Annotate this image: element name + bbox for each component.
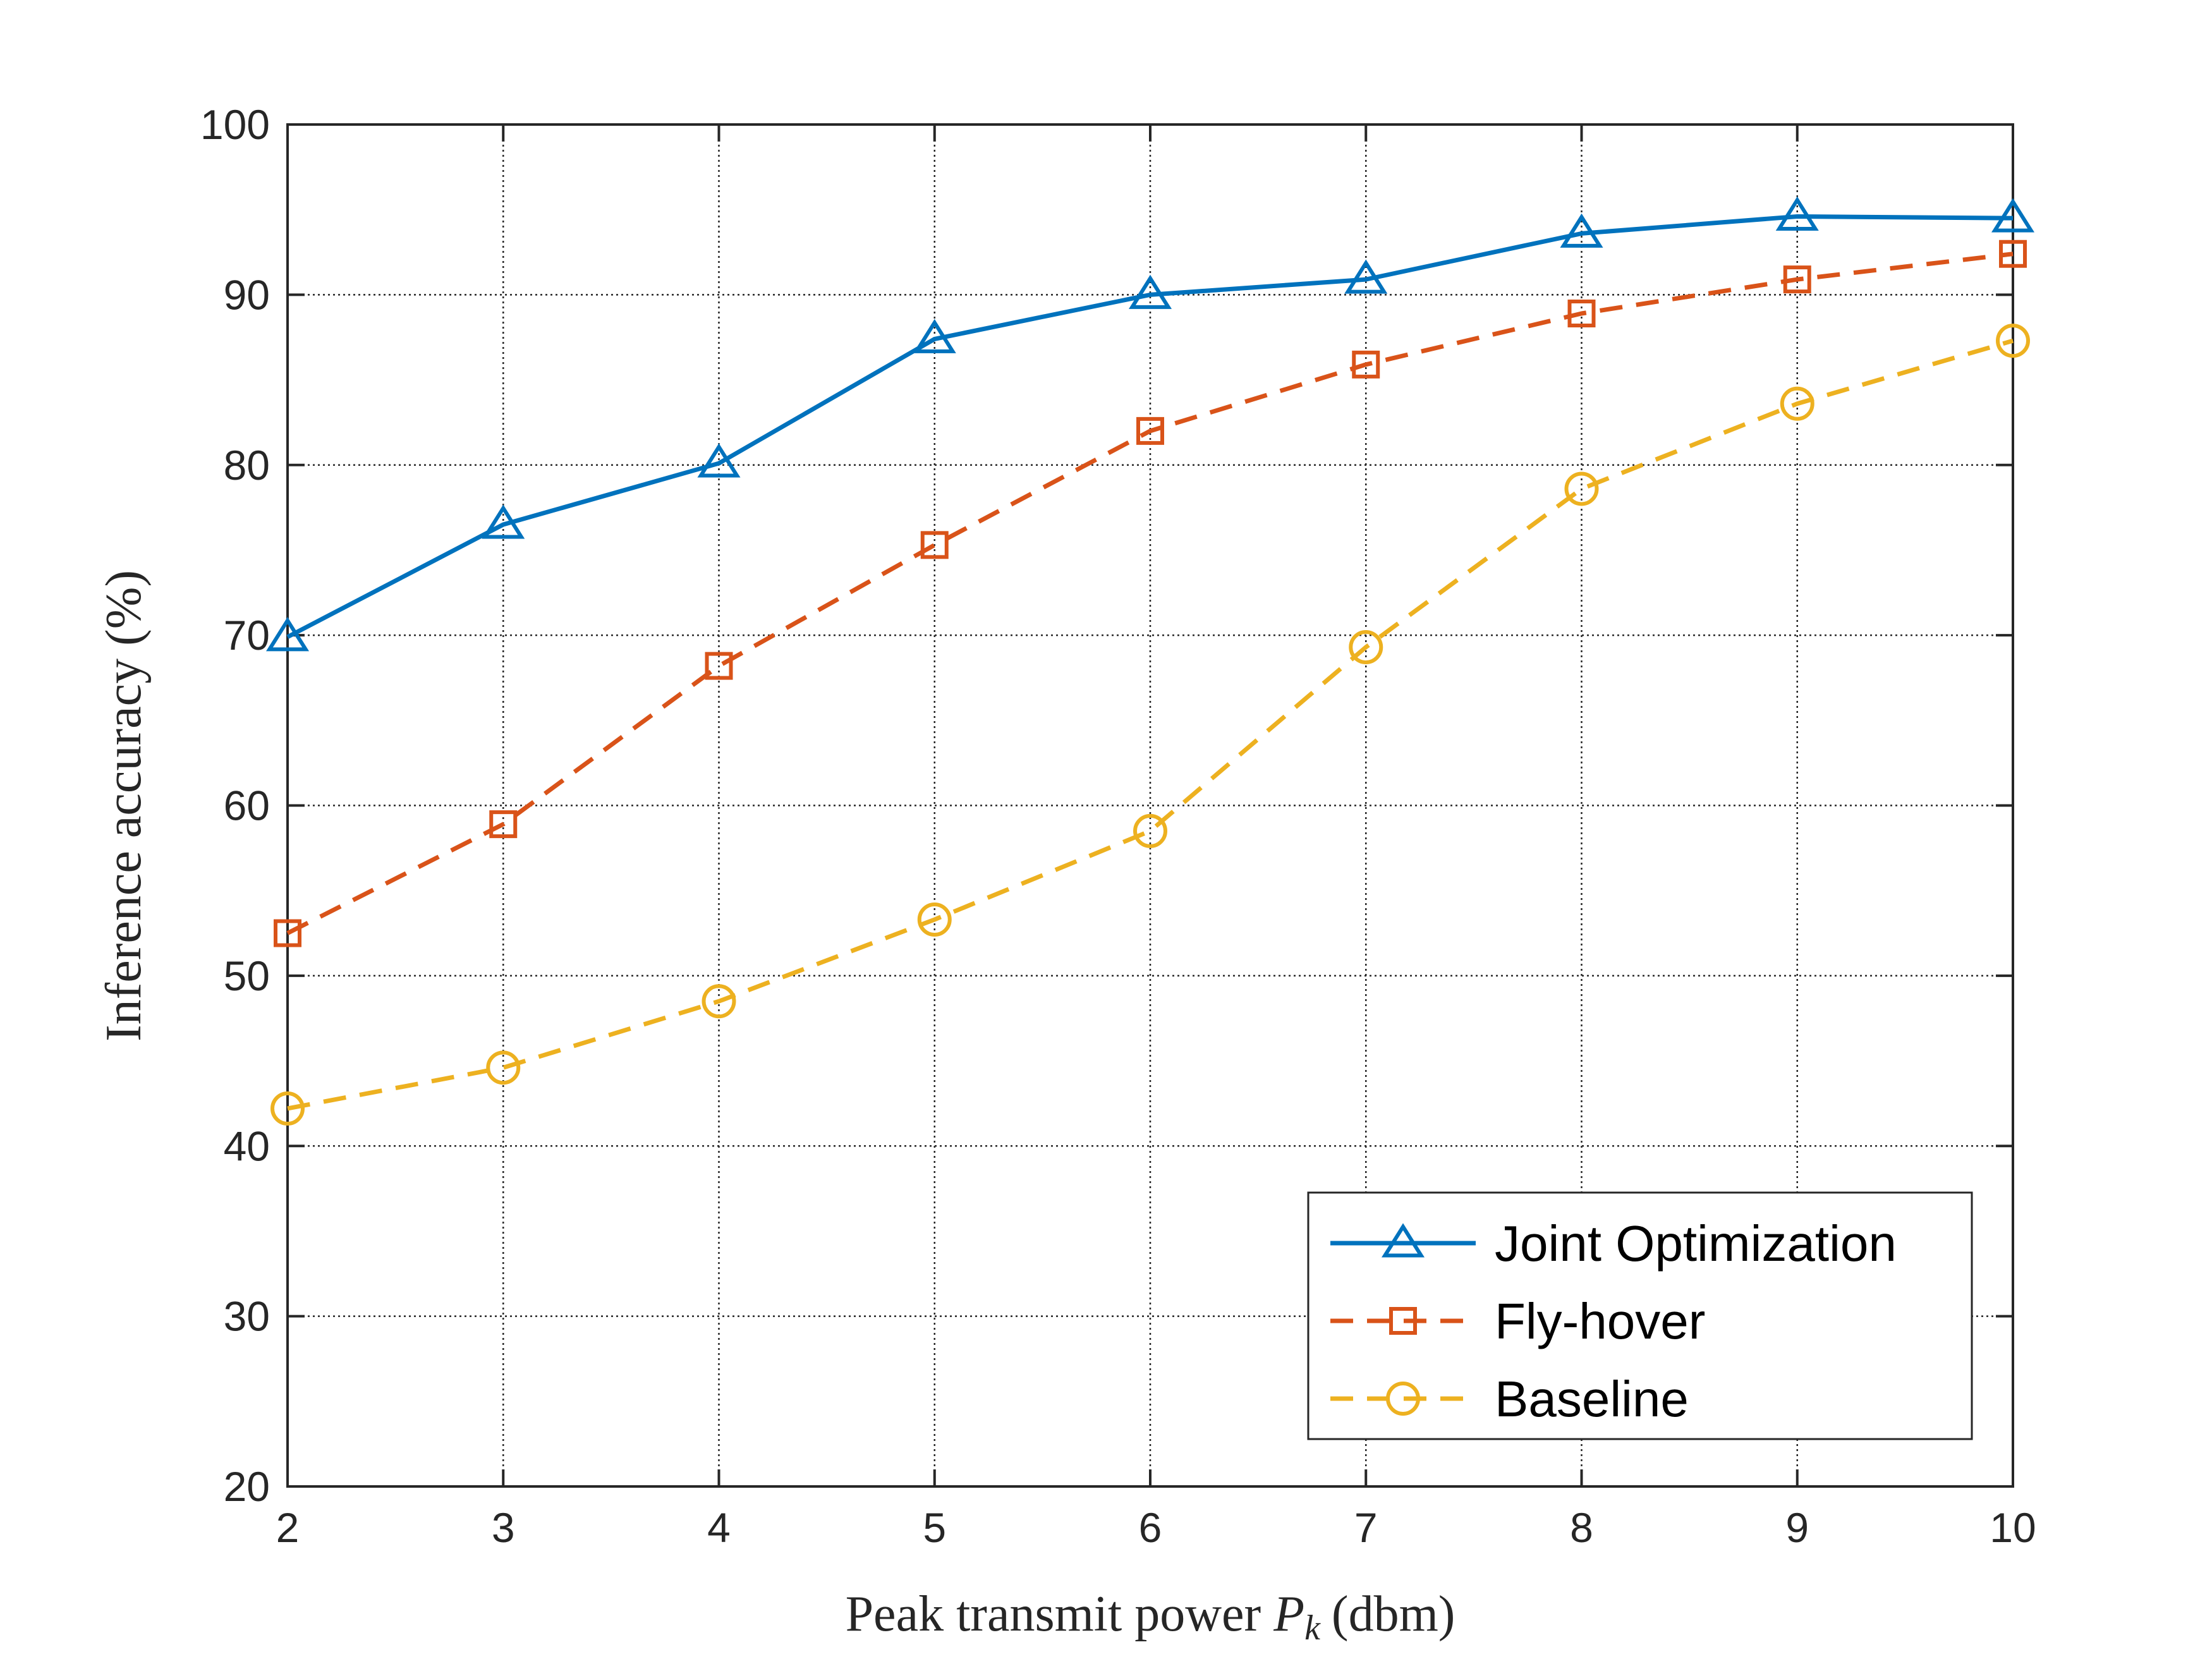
legend-swatch-marker <box>1386 1382 1420 1416</box>
data-point <box>917 902 952 937</box>
data-point <box>1128 274 1172 309</box>
data-point <box>489 810 518 839</box>
series-group <box>265 196 2035 1126</box>
data-point <box>1991 198 2035 233</box>
data-point <box>1560 213 1603 248</box>
x-tick-label: 9 <box>1785 1504 1809 1551</box>
x-tick-label: 4 <box>707 1504 731 1551</box>
data-point <box>1564 471 1599 506</box>
series-joint-optimization <box>265 196 2035 652</box>
y-axis-label: Inference accuracy (%) <box>96 570 152 1042</box>
legend-item: Fly-hover <box>1330 1293 1705 1349</box>
data-point <box>913 319 956 353</box>
data-point <box>486 1050 521 1085</box>
legend-swatch-marker <box>1389 1307 1417 1335</box>
x-axis-label: Peak transmit power Pk (dbm) <box>846 1586 1455 1648</box>
series-line <box>287 338 2014 1111</box>
x-axis-label-unit: (dbm) <box>1332 1586 1455 1642</box>
data-point <box>270 1091 305 1126</box>
x-tick-label: 8 <box>1570 1504 1593 1551</box>
data-point <box>1775 196 1819 231</box>
y-tick-label: 20 <box>224 1463 270 1510</box>
legend-label: Joint Optimization <box>1495 1215 1897 1272</box>
data-point <box>1567 300 1596 328</box>
series-baseline <box>270 324 2030 1126</box>
data-point <box>1352 350 1380 379</box>
series-line <box>286 214 2014 639</box>
x-tick-label: 3 <box>492 1504 515 1551</box>
data-point <box>1349 629 1383 664</box>
y-tick-label: 100 <box>200 101 270 148</box>
legend-item: Baseline <box>1330 1371 1689 1427</box>
data-point <box>1133 813 1167 848</box>
axis-ticks: 2 3 4 5 6 7 8 9 10 20 30 40 50 60 70 80 90 100 <box>200 101 2036 1551</box>
y-tick-label: 90 <box>224 271 270 318</box>
data-point <box>265 617 310 652</box>
y-tick-label: 40 <box>224 1122 270 1169</box>
data-point <box>1783 265 1811 294</box>
x-axis-label-symbol: P <box>1273 1586 1304 1642</box>
x-axis-label-subscript: k <box>1304 1608 1321 1648</box>
x-tick-label: 2 <box>276 1504 300 1551</box>
data-point <box>1999 240 2027 268</box>
legend-label: Fly-hover <box>1495 1293 1705 1349</box>
x-tick-label: 10 <box>1990 1504 2036 1551</box>
data-point <box>1136 416 1164 445</box>
x-tick-label: 7 <box>1354 1504 1378 1551</box>
data-point <box>697 443 741 478</box>
legend-label: Baseline <box>1495 1371 1689 1427</box>
legend-swatch-marker <box>1381 1223 1425 1258</box>
y-tick-label: 30 <box>224 1293 270 1340</box>
x-tick-label: 5 <box>923 1504 946 1551</box>
data-point <box>1996 324 2030 358</box>
x-tick-label: 6 <box>1139 1504 1162 1551</box>
data-point <box>1780 386 1814 421</box>
y-tick-label: 50 <box>224 952 270 999</box>
x-axis-label-text: Peak transmit power <box>846 1586 1261 1642</box>
data-point <box>1344 259 1388 294</box>
legend-item: Joint Optimization <box>1330 1215 1897 1272</box>
data-point <box>482 504 525 539</box>
legend: Joint Optimization Fly-hover Baseline <box>1307 1191 1973 1440</box>
data-point <box>274 919 301 947</box>
series-fly-hover <box>274 240 2027 947</box>
data-point <box>702 984 736 1019</box>
y-tick-label: 80 <box>224 442 270 489</box>
data-point <box>920 531 949 559</box>
data-point <box>705 652 733 680</box>
series-line <box>286 252 2014 935</box>
y-tick-label: 70 <box>224 612 270 659</box>
y-tick-label: 60 <box>224 782 270 829</box>
